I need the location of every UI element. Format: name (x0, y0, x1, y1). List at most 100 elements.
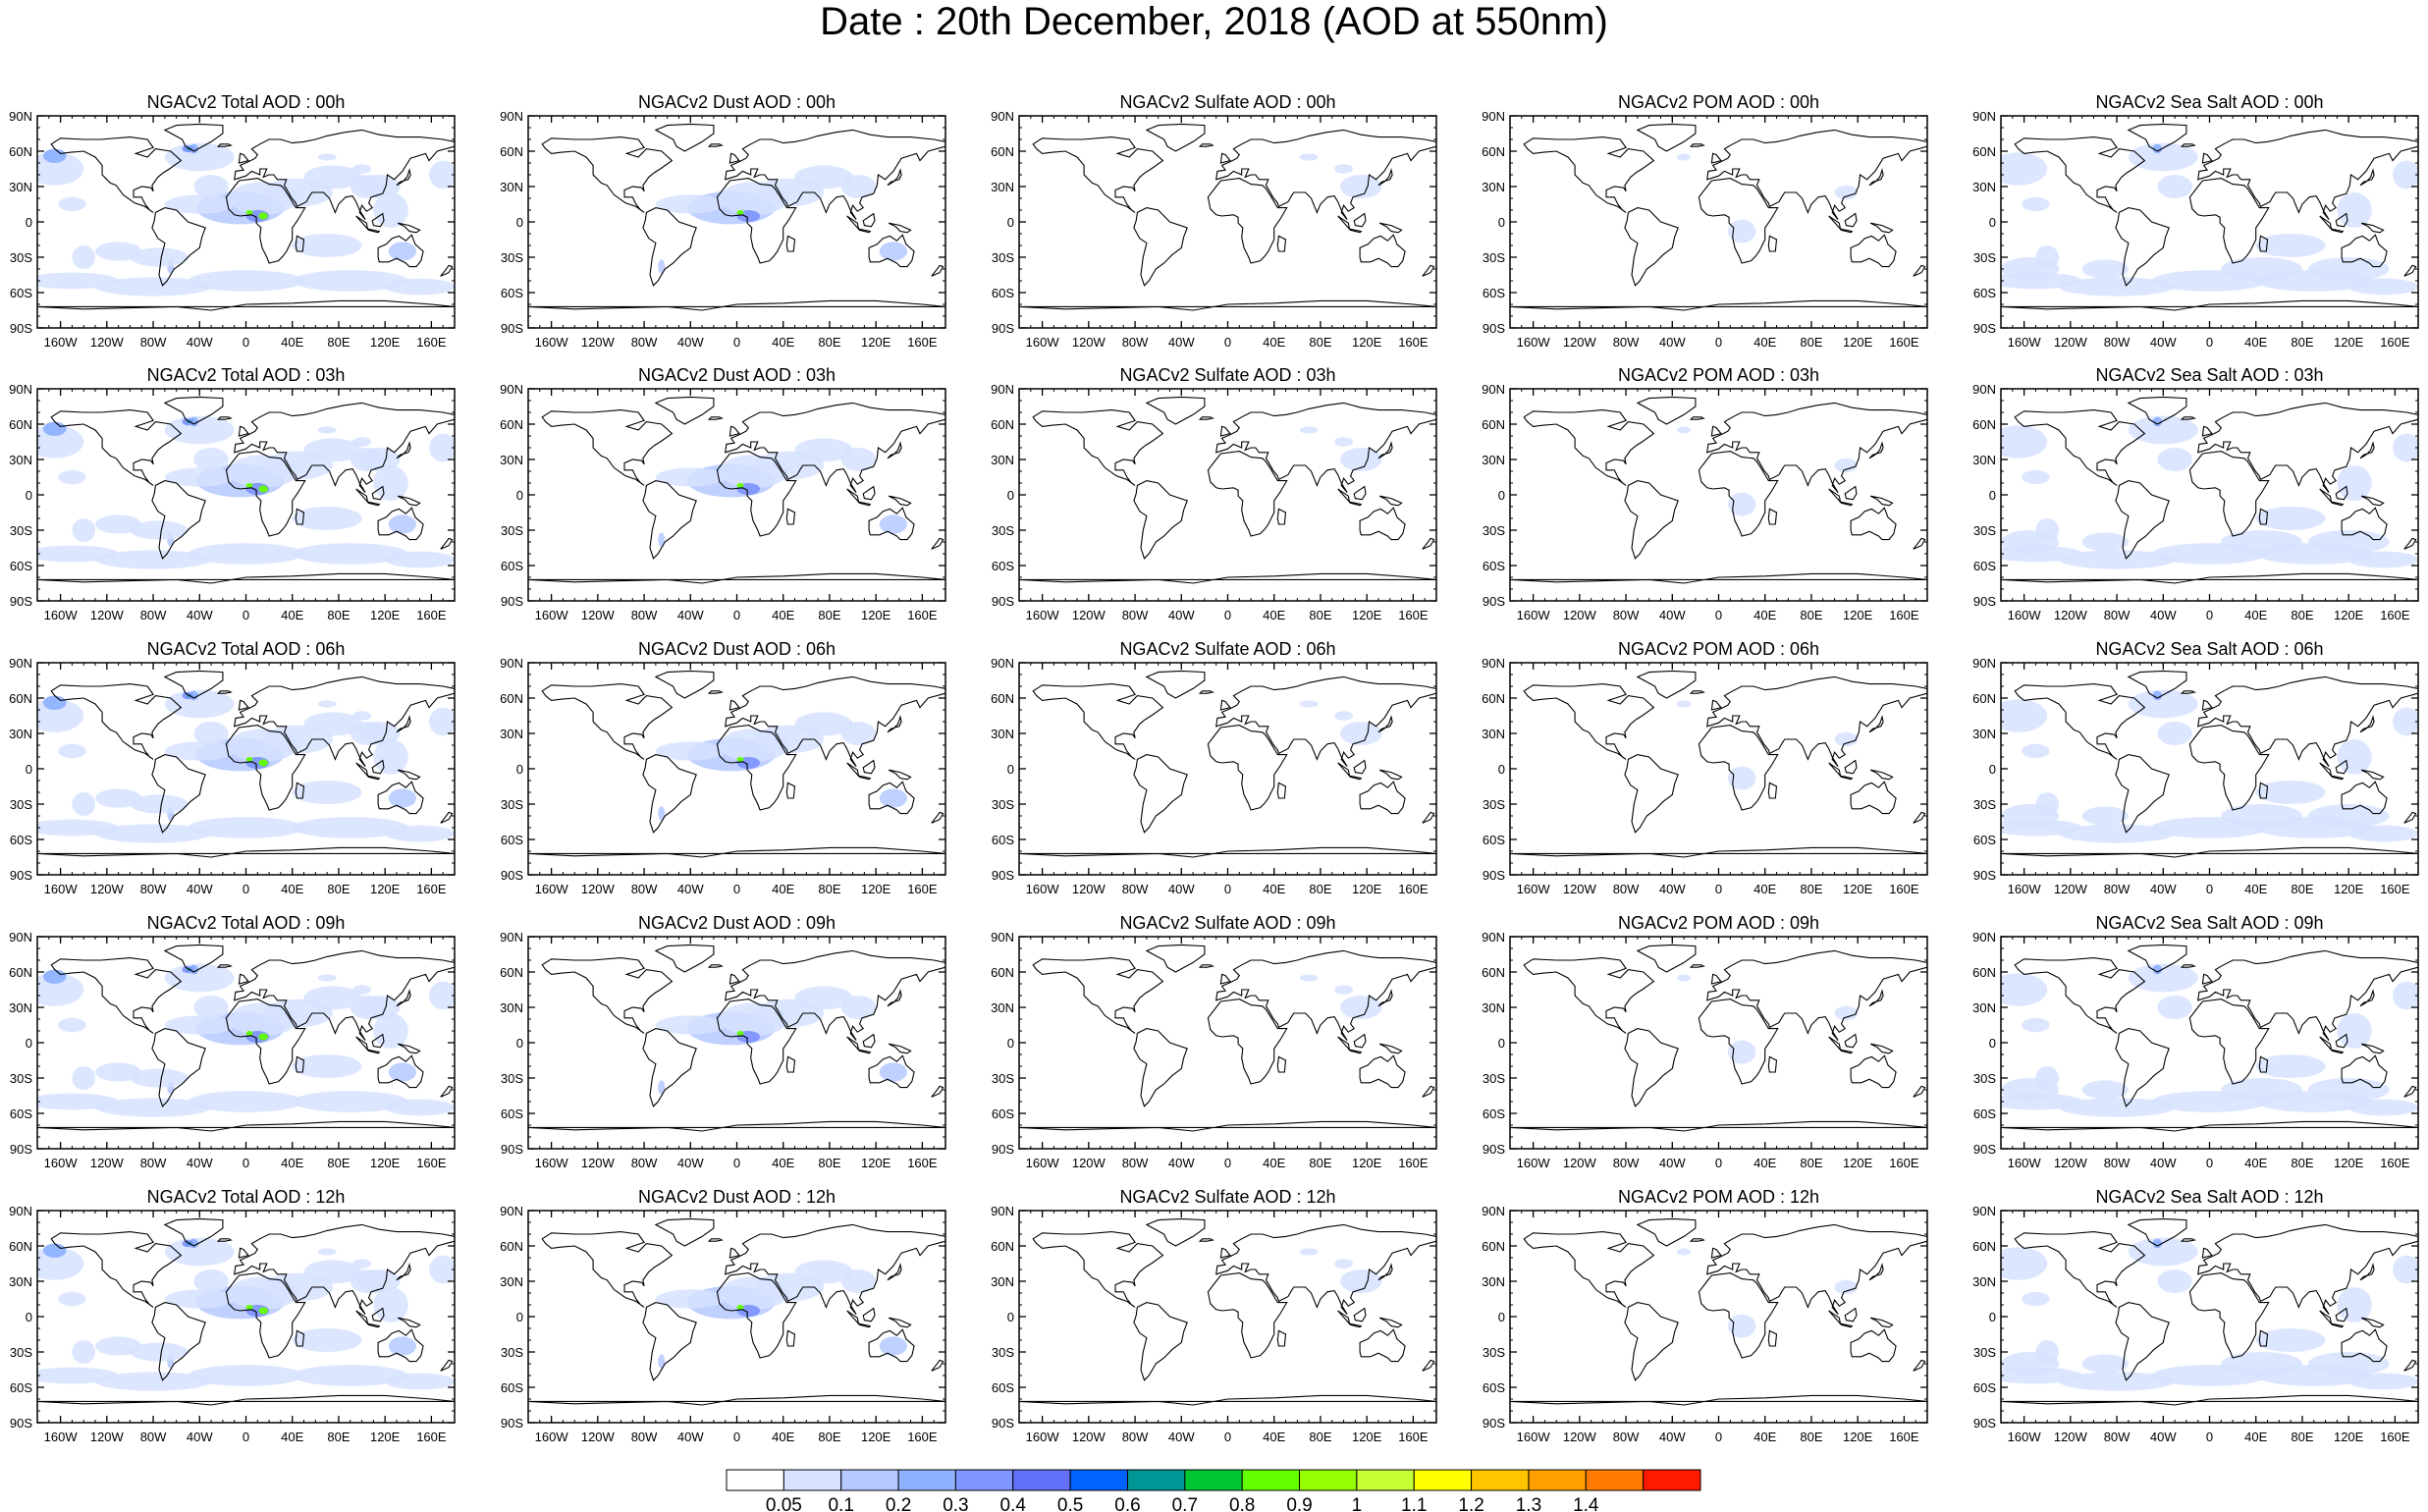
lat-tick-label: 30S (1483, 1345, 1505, 1360)
lat-tick-label: 30N (1482, 727, 1505, 741)
lat-tick-label: 60N (1482, 965, 1505, 980)
lat-tick-label: 90S (501, 1416, 523, 1431)
lon-tick-label: 40E (281, 1156, 303, 1170)
aod-shading (658, 806, 666, 821)
coastline (1913, 1359, 1926, 1372)
panel-title: NGACv2 Sulfate AOD : 12h (1119, 1187, 1335, 1207)
aod-shading (303, 438, 362, 462)
coastline (1219, 699, 1231, 711)
coastline (1032, 1231, 1164, 1308)
coastline (1624, 1302, 1679, 1381)
lat-tick-label: 60N (1972, 965, 1996, 980)
coastline (1133, 1302, 1188, 1381)
coastline (1698, 1272, 1779, 1359)
coastline (868, 234, 915, 268)
coastline (2197, 402, 2418, 493)
lat-tick-label: 60N (1972, 691, 1996, 706)
lon-tick-label: 80E (1800, 1430, 1822, 1444)
aod-shading (1340, 1269, 1382, 1293)
lon-tick-label: 40W (1168, 335, 1195, 350)
lon-tick-label: 80E (2291, 1430, 2313, 1444)
coastline (1767, 235, 1778, 252)
coastline (1215, 402, 1436, 493)
coastline (1276, 1329, 1287, 1347)
lat-tick-label: 0 (516, 488, 523, 503)
lat-tick-label: 0 (1989, 1036, 1996, 1051)
panel-title: NGACv2 POM AOD : 06h (1618, 639, 1819, 659)
lon-tick-label: 40E (1263, 608, 1285, 622)
coastline (1215, 129, 1436, 220)
aod-shading (655, 1015, 726, 1035)
lon-tick-label: 120W (581, 1430, 616, 1444)
coastline (1198, 690, 1214, 694)
coastline (2329, 501, 2345, 507)
map-panel: NGACv2 POM AOD : 03h 90N 60N 30N 0 30S 60S 90S 1… (1482, 365, 1928, 622)
coastline (868, 1328, 915, 1363)
aod-shading (2022, 743, 2050, 759)
aod-shading (95, 824, 212, 843)
lat-tick-label: 60N (1972, 144, 1996, 159)
lon-tick-label: 160E (2380, 335, 2410, 350)
aod-shading (385, 551, 455, 568)
coastline (1019, 846, 1436, 858)
lat-tick-label: 60S (1973, 833, 1996, 847)
coastline (2188, 999, 2270, 1085)
lon-tick-label: 40E (281, 335, 303, 350)
panel-title: NGACv2 Dust AOD : 00h (638, 92, 836, 112)
lat-tick-label: 30S (501, 797, 523, 812)
coastline (2319, 215, 2333, 232)
lon-tick-label: 40W (1659, 608, 1686, 622)
lon-tick-label: 160E (1889, 1430, 1919, 1444)
coastline (2359, 989, 2375, 1007)
coastline (1378, 495, 1403, 507)
aod-shading (2081, 1354, 2129, 1374)
map-panel: NGACv2 Dust AOD : 00h 90N 60N 30N 0 30S 60S 90S… (500, 92, 946, 350)
coastline (1850, 234, 1897, 268)
lat-tick-label: 30S (992, 523, 1014, 538)
map-panel: NGACv2 Sea Salt AOD : 12h 90N 60N 30N 0 30S 60… (1972, 1187, 2419, 1444)
map-panel: NGACv2 Dust AOD : 06h 90N 60N 30N 0 30S 60S 90S… (500, 639, 946, 896)
aod-shading (1727, 219, 1756, 243)
map-panel: NGACv2 Sulfate AOD : 00h 90N 60N 30N 0 30S 60S… (991, 92, 1437, 350)
aod-shading (58, 196, 86, 212)
aod-shading (72, 518, 96, 542)
aod-shading (188, 817, 304, 838)
lon-tick-label: 40E (2244, 882, 2267, 896)
lon-tick-label: 160E (1398, 1430, 1429, 1444)
lon-tick-label: 40E (772, 1156, 794, 1170)
lon-tick-label: 120W (2054, 1156, 2088, 1170)
aod-shading (317, 974, 337, 982)
lat-tick-label: 60N (1972, 1239, 1996, 1254)
aod-shading (1677, 153, 1692, 161)
lon-tick-label: 120W (90, 1430, 125, 1444)
coastline (1510, 1120, 1927, 1132)
lon-tick-label: 80W (631, 608, 658, 622)
aod-shading (2001, 425, 2048, 459)
coastline (725, 1223, 945, 1315)
coastline (216, 1238, 233, 1242)
lon-tick-label: 160E (416, 335, 447, 350)
coastline (1359, 781, 1406, 815)
coastline (1624, 480, 1679, 560)
coastline (1706, 129, 1927, 220)
lon-tick-label: 0 (2206, 882, 2213, 896)
lat-tick-label: 0 (516, 762, 523, 777)
aod-shading (385, 1099, 455, 1116)
coastline (1215, 675, 1436, 767)
lon-tick-label: 160W (2008, 882, 2042, 896)
lat-tick-label: 60S (1483, 559, 1505, 573)
coastline (37, 299, 455, 311)
lat-tick-label: 30S (992, 1345, 1014, 1360)
coastline (1198, 1238, 1214, 1242)
lat-tick-label: 60N (1482, 691, 1505, 706)
lon-tick-label: 120W (581, 608, 616, 622)
coastline (295, 508, 305, 525)
coastline (728, 1247, 740, 1259)
aod-shading (655, 741, 726, 761)
lat-tick-label: 0 (1989, 762, 1996, 777)
coastline (2329, 775, 2345, 781)
aod-shading (352, 164, 371, 174)
coastline (887, 168, 902, 187)
lat-tick-label: 60N (991, 1239, 1014, 1254)
lon-tick-label: 120E (861, 1156, 891, 1170)
